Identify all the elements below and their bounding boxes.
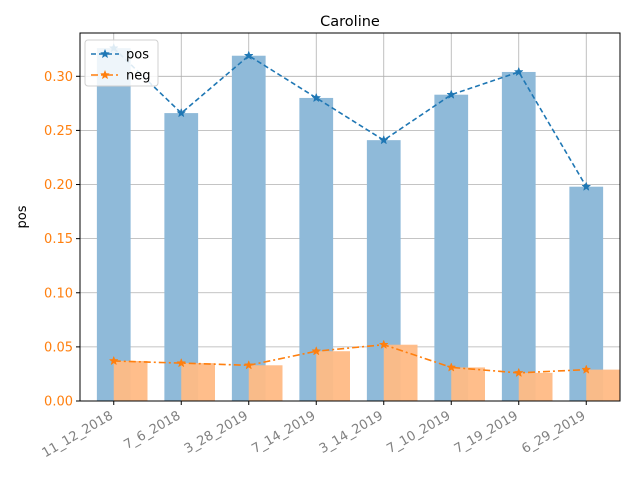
x-tick-label: 7_14_2019: [249, 408, 318, 456]
y-tick-label: 0.25: [44, 124, 73, 139]
chart-title: Caroline: [320, 14, 380, 30]
y-axis-ticks: 0.00 0.05 0.10 0.15 0.20 0.25 0.30: [44, 70, 80, 410]
pos-line: [113, 47, 587, 188]
x-tick-label: 3_14_2019: [317, 408, 386, 456]
y-axis-label: pos: [15, 205, 30, 228]
pos-marker: [446, 89, 457, 99]
neg-marker: [513, 367, 524, 378]
bar-neg: [518, 372, 553, 401]
bar-pos: [164, 113, 199, 401]
y-tick-label: 0.20: [44, 178, 73, 193]
pos-marker: [176, 107, 187, 118]
pos-marker: [378, 134, 389, 145]
bars: [96, 48, 620, 402]
bar-pos: [434, 94, 469, 401]
neg-marker: [311, 345, 322, 356]
legend-label-neg: neg: [126, 69, 151, 84]
x-tick-label: 11_12_2018: [40, 408, 116, 461]
grid-lines: [80, 33, 620, 402]
bar-neg: [586, 369, 620, 401]
pos-marker: [311, 92, 322, 103]
pos-marker: [513, 66, 524, 77]
pos-marker: [581, 181, 592, 191]
bar-neg: [248, 365, 283, 401]
neg-marker: [108, 355, 119, 366]
y-tick-label: 0.10: [44, 286, 73, 301]
legend-marker-pos: [100, 48, 110, 59]
bar-pos: [231, 55, 266, 402]
x-tick-label: 7_19_2019: [452, 408, 521, 456]
bar-neg: [181, 363, 215, 401]
x-tick-label: 7_6_2018: [122, 408, 184, 452]
neg-line: [113, 343, 587, 374]
legend-marker-neg: [100, 69, 110, 80]
neg-marker: [378, 339, 389, 349]
x-tick-label: 6_29_2019: [519, 408, 588, 456]
pos-marker: [243, 50, 254, 60]
series-lines: [108, 42, 592, 378]
x-tick-label: 3_28_2019: [182, 408, 251, 456]
y-tick-label: 0.05: [44, 340, 73, 355]
bar-neg: [316, 351, 350, 401]
legend-label-pos: pos: [126, 48, 149, 63]
neg-marker: [176, 357, 187, 368]
bar-pos: [501, 71, 536, 401]
neg-marker: [243, 360, 254, 370]
axes-frame: [79, 32, 621, 402]
bar-pos: [96, 48, 131, 401]
legend: pos neg: [84, 39, 159, 87]
neg-marker: [446, 362, 457, 372]
bar-neg: [451, 367, 485, 401]
y-tick-label: 0.30: [44, 70, 73, 85]
bar-neg: [113, 360, 148, 401]
y-tick-label: 0.00: [44, 395, 73, 410]
x-axis-ticks: 11_12_2018 7_6_20183_28_20197_14_20193_14…: [40, 401, 588, 461]
x-tick-label: 7_10_2019: [384, 408, 453, 456]
bar-neg: [383, 344, 418, 401]
neg-marker: [581, 364, 592, 374]
y-tick-label: 0.15: [44, 232, 73, 247]
